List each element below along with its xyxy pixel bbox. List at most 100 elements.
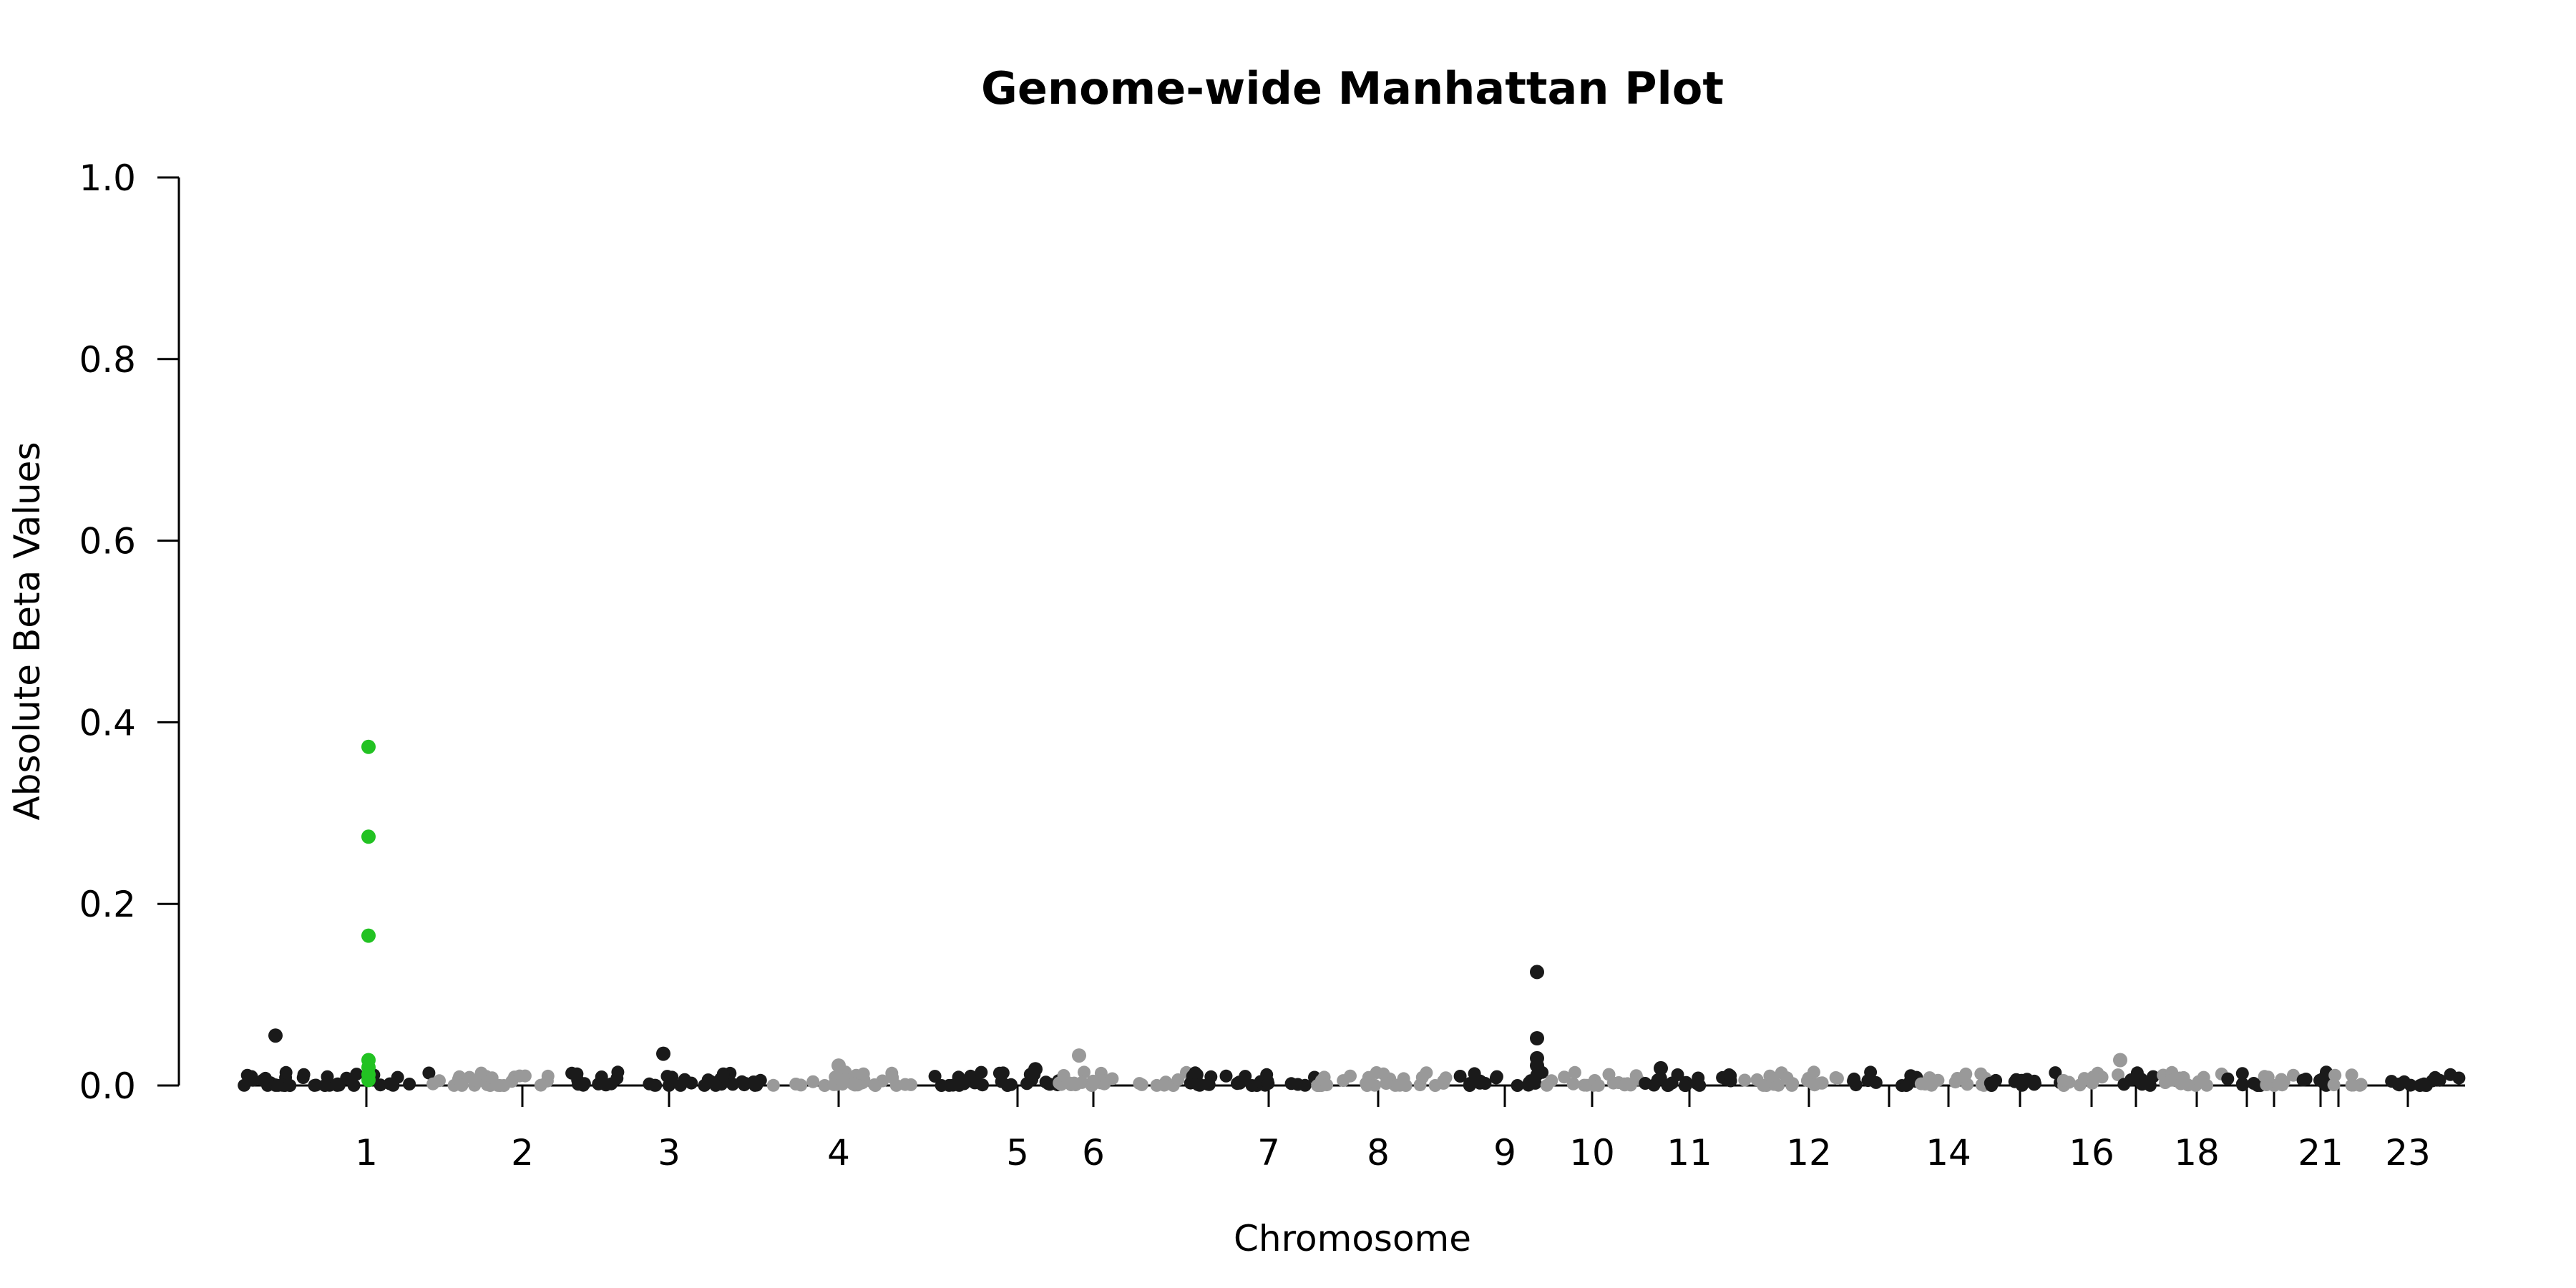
point-chr-6 — [1171, 1073, 1185, 1086]
point-chr-6 — [1087, 1075, 1101, 1088]
x-tick-label-chr-21: 21 — [2298, 1132, 2343, 1174]
point-chr-1 — [403, 1078, 416, 1091]
peak-point-chr-16 — [2113, 1053, 2127, 1068]
point-chr-12 — [1830, 1072, 1844, 1085]
highlight-point-chr-1 — [361, 739, 376, 754]
point-chr-6 — [1158, 1078, 1171, 1092]
point-chr-10 — [1568, 1065, 1581, 1079]
point-chr-15 — [1984, 1076, 1997, 1090]
point-chr-13 — [1900, 1079, 1913, 1092]
point-chr-8 — [1397, 1072, 1410, 1085]
peak-point-chr-3 — [656, 1046, 670, 1061]
point-chr-2 — [474, 1066, 488, 1080]
point-chr-4 — [886, 1070, 899, 1084]
point-chr-1 — [258, 1071, 272, 1085]
point-chr-10 — [1618, 1078, 1631, 1092]
point-chr-20 — [2275, 1073, 2288, 1086]
point-chr-9 — [1489, 1071, 1503, 1085]
peak-point-chr-1 — [268, 1028, 283, 1043]
point-chr-3 — [599, 1078, 613, 1092]
point-chr-19 — [2235, 1077, 2249, 1091]
peak-point-chr-11 — [1654, 1060, 1668, 1075]
point-chr-7 — [1189, 1066, 1202, 1080]
point-chr-3 — [698, 1078, 711, 1092]
point-chr-11 — [1651, 1073, 1664, 1087]
x-tick-label-chr-8: 8 — [1367, 1132, 1390, 1174]
point-chr-4 — [899, 1078, 912, 1091]
point-chr-7 — [1291, 1078, 1304, 1091]
point-chr-22 — [2345, 1068, 2358, 1082]
point-chr-12 — [1805, 1075, 1818, 1089]
point-chr-3 — [716, 1069, 730, 1083]
point-chr-22 — [2345, 1078, 2358, 1092]
point-chr-5 — [1000, 1079, 1014, 1092]
point-chr-22 — [2328, 1068, 2342, 1082]
x-tick-label-chr-18: 18 — [2174, 1132, 2220, 1174]
x-tick-label-chr-16: 16 — [2069, 1132, 2114, 1174]
point-chr-7 — [1262, 1077, 1275, 1091]
point-chr-23 — [2417, 1077, 2431, 1091]
point-chr-4 — [869, 1079, 882, 1092]
point-chr-22 — [2327, 1078, 2341, 1092]
point-chr-17 — [2117, 1078, 2131, 1091]
point-chr-9 — [1453, 1070, 1467, 1083]
point-chr-5 — [975, 1065, 988, 1079]
point-chr-1 — [308, 1078, 321, 1092]
point-chr-5 — [1025, 1073, 1039, 1086]
point-chr-15 — [2049, 1066, 2062, 1080]
point-chr-23 — [2394, 1077, 2407, 1091]
point-chr-23 — [2404, 1078, 2417, 1092]
point-chr-3 — [674, 1078, 688, 1092]
point-chr-1 — [374, 1078, 387, 1092]
y-tick-label: 0.4 — [79, 702, 136, 743]
point-chr-11 — [1724, 1069, 1737, 1083]
point-chr-6 — [1057, 1069, 1070, 1082]
peak-point-chr-9 — [1530, 1031, 1544, 1045]
x-tick-label-chr-1: 1 — [355, 1132, 378, 1174]
point-chr-2 — [455, 1078, 469, 1092]
point-chr-16 — [2087, 1070, 2099, 1084]
point-chr-2 — [433, 1074, 446, 1088]
point-chr-6 — [1064, 1078, 1078, 1091]
point-chr-21 — [2313, 1073, 2326, 1087]
x-tick-label-chr-5: 5 — [1006, 1132, 1029, 1174]
point-chr-3 — [665, 1070, 679, 1084]
x-tick-label-chr-11: 11 — [1667, 1132, 1712, 1174]
point-chr-2 — [505, 1075, 519, 1088]
point-chr-20 — [2261, 1070, 2275, 1084]
point-chr-19 — [2221, 1072, 2235, 1085]
point-chr-15 — [2028, 1074, 2041, 1088]
x-tick-label-chr-4: 4 — [827, 1132, 850, 1174]
point-chr-3 — [738, 1077, 752, 1091]
point-chr-8 — [1420, 1066, 1433, 1080]
point-chr-10 — [1591, 1078, 1605, 1092]
point-chr-12 — [1807, 1065, 1820, 1079]
point-chr-8 — [1439, 1071, 1453, 1085]
point-chr-8 — [1380, 1077, 1393, 1091]
x-tick-label-chr-9: 9 — [1493, 1132, 1516, 1174]
peak-point-chr-9 — [1530, 1058, 1544, 1073]
x-tick-label-chr-10: 10 — [1569, 1132, 1615, 1174]
point-chr-17 — [2143, 1078, 2157, 1092]
point-chr-6 — [1135, 1078, 1148, 1091]
point-chr-12 — [1738, 1073, 1752, 1087]
point-chr-3 — [750, 1078, 763, 1092]
point-chr-6 — [1106, 1072, 1119, 1085]
point-chr-1 — [422, 1066, 436, 1080]
x-tick-label-chr-6: 6 — [1082, 1132, 1105, 1174]
point-chr-8 — [1360, 1076, 1373, 1090]
point-chr-14 — [1948, 1075, 1962, 1089]
peak-point-chr-6 — [1072, 1048, 1086, 1063]
point-chr-19 — [2235, 1067, 2249, 1080]
point-chr-8 — [1413, 1078, 1427, 1092]
data-points — [238, 739, 2466, 1092]
point-chr-10 — [1566, 1077, 1580, 1091]
point-chr-3 — [565, 1066, 579, 1080]
point-chr-11 — [1639, 1077, 1652, 1090]
point-chr-2 — [534, 1078, 547, 1092]
highlight-point-chr-1 — [361, 928, 376, 943]
point-chr-2 — [541, 1069, 555, 1083]
point-chr-1 — [297, 1068, 311, 1081]
point-chr-3 — [610, 1071, 624, 1085]
